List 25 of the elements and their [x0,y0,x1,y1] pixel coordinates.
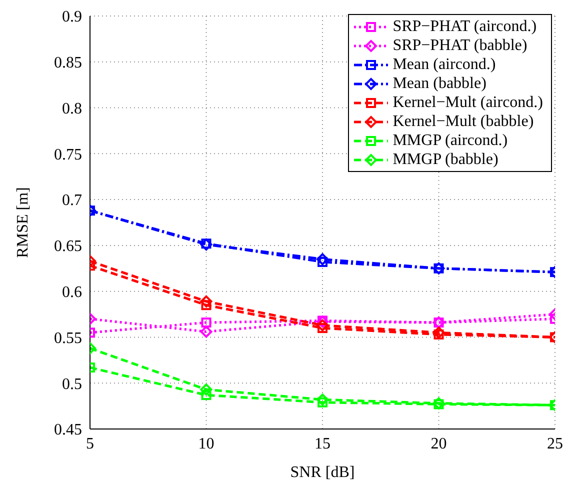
x-tick-label: 15 [314,435,330,452]
y-tick-label: 0.75 [54,146,82,164]
y-tick-label: 0.6 [62,284,82,302]
y-tick-label: 0.8 [62,100,82,118]
x-tick-label: 20 [430,435,447,452]
legend-label: MMGP (babble) [392,150,498,169]
legend-label: SRP−PHAT (babble) [392,36,528,55]
x-tick-label: 10 [198,435,214,452]
x-axis-title: SNR [dB] [290,464,355,481]
legend-label: MMGP (aircond.) [392,131,508,150]
legend-label: Kernel−Mult (aircond.) [392,93,543,112]
y-tick-label: 0.9 [62,8,82,26]
y-tick-label: 0.55 [54,330,82,347]
y-tick-label: 0.45 [54,422,82,439]
legend-label: Mean (babble) [392,74,486,93]
y-axis-title: RMSE [m] [14,187,32,258]
y-tick-label: 0.5 [62,376,82,393]
y-tick-label: 0.65 [54,238,82,256]
legend-label: Mean (aircond.) [392,55,496,74]
legend-label: SRP−PHAT (aircond.) [392,17,537,36]
y-tick-label: 0.85 [54,54,82,72]
y-tick-label: 0.7 [62,192,82,210]
x-tick-label: 25 [547,435,563,452]
x-tick-label: 5 [86,435,94,452]
legend-label: Kernel−Mult (babble) [392,112,534,131]
